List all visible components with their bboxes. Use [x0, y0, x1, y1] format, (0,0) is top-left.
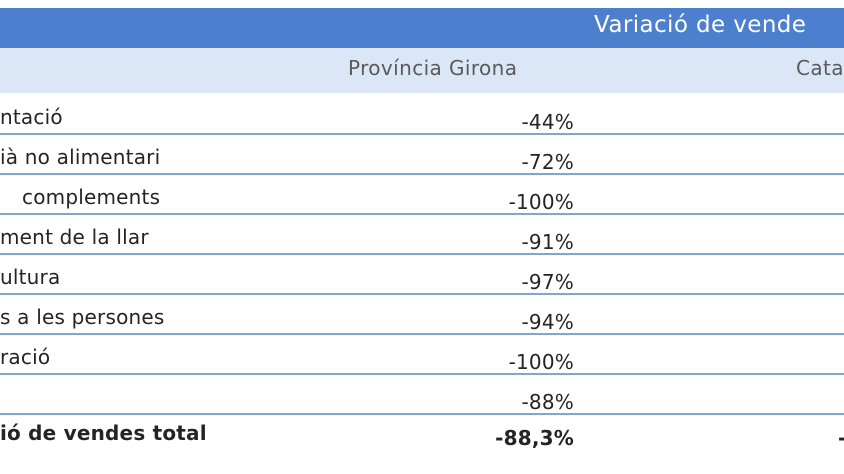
table-row: ment de la llar -91%	[0, 215, 844, 255]
table-row: ntació -44%	[0, 95, 844, 135]
row-value-girona: -88%	[521, 390, 574, 414]
row-value-girona: -94%	[521, 310, 574, 334]
table-row: ultura -97%	[0, 255, 844, 295]
table-row: s a les persones -94%	[0, 295, 844, 335]
row-value-girona: -100%	[508, 190, 574, 214]
table-row: complements -100%	[0, 175, 844, 215]
row-value-girona: -91%	[521, 230, 574, 254]
row-value-girona: -44%	[521, 110, 574, 134]
table-row: -88%	[0, 375, 844, 415]
table-body: ntació -44% ià no alimentari -72% comple…	[0, 95, 844, 457]
row-value-girona: -100%	[508, 350, 574, 374]
total-value-girona: -88,3%	[495, 426, 574, 450]
row-value-girona: -72%	[521, 150, 574, 174]
row-label: ntació	[0, 105, 63, 129]
table-subheader-band	[0, 48, 844, 93]
table-row: ià no alimentari -72%	[0, 135, 844, 175]
row-label: ià no alimentari	[0, 145, 161, 169]
row-label: s a les persones	[0, 305, 165, 329]
total-value-catalunya: -	[838, 426, 844, 450]
row-label: ultura	[0, 265, 61, 289]
table-header-title: Variació de vende	[594, 12, 807, 38]
column-header-provincia-girona: Província Girona	[348, 56, 518, 80]
row-value-girona: -97%	[521, 270, 574, 294]
row-label: complements	[22, 185, 161, 209]
column-header-catalunya: Cata	[796, 56, 844, 80]
row-label: ment de la llar	[0, 225, 149, 249]
total-label: ió de vendes total	[0, 421, 207, 445]
table-total-row: ió de vendes total -88,3% -	[0, 415, 844, 457]
table-row: ració -100%	[0, 335, 844, 375]
table-header-band	[0, 8, 844, 48]
row-label: ració	[0, 345, 51, 369]
